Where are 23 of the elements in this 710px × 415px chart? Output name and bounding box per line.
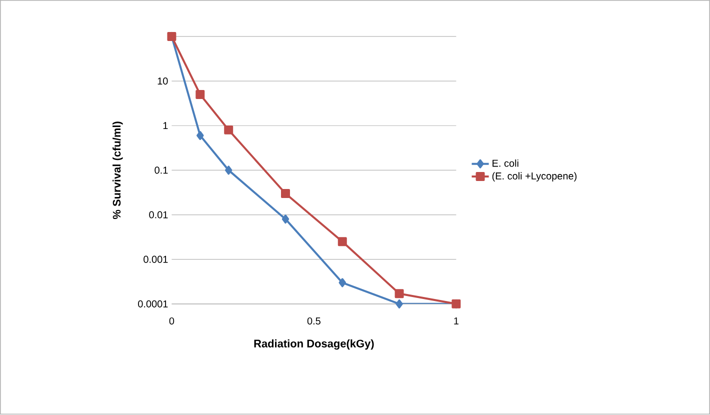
point	[394, 289, 404, 298]
point	[224, 126, 234, 135]
legend-label: (E. coli +Lycopene)	[492, 172, 576, 182]
y-tick-label: 0.1	[154, 166, 168, 174]
point	[338, 237, 347, 246]
y-tick-label: 0.01	[149, 211, 168, 219]
point	[196, 131, 204, 140]
point	[280, 189, 290, 198]
point	[224, 166, 232, 175]
point	[282, 214, 290, 224]
x-tick-label: 1	[454, 318, 458, 325]
x-axis-title: Radiation Dosage(kGy)	[254, 340, 374, 350]
legend-label: E. coli	[492, 160, 518, 168]
point	[396, 300, 403, 309]
y-tick-label: 0.0001	[138, 300, 168, 308]
y-tick-label: 0.001	[144, 256, 168, 264]
y-tick-label: 1	[163, 122, 168, 130]
x-tick-label: 0.5	[307, 318, 320, 325]
point	[338, 278, 346, 288]
y-axis-title: % Survival (cfu/ml)	[112, 122, 123, 220]
point	[196, 90, 205, 100]
x-tick-label: 0	[169, 318, 174, 325]
y-tick-label: 10	[158, 78, 168, 85]
